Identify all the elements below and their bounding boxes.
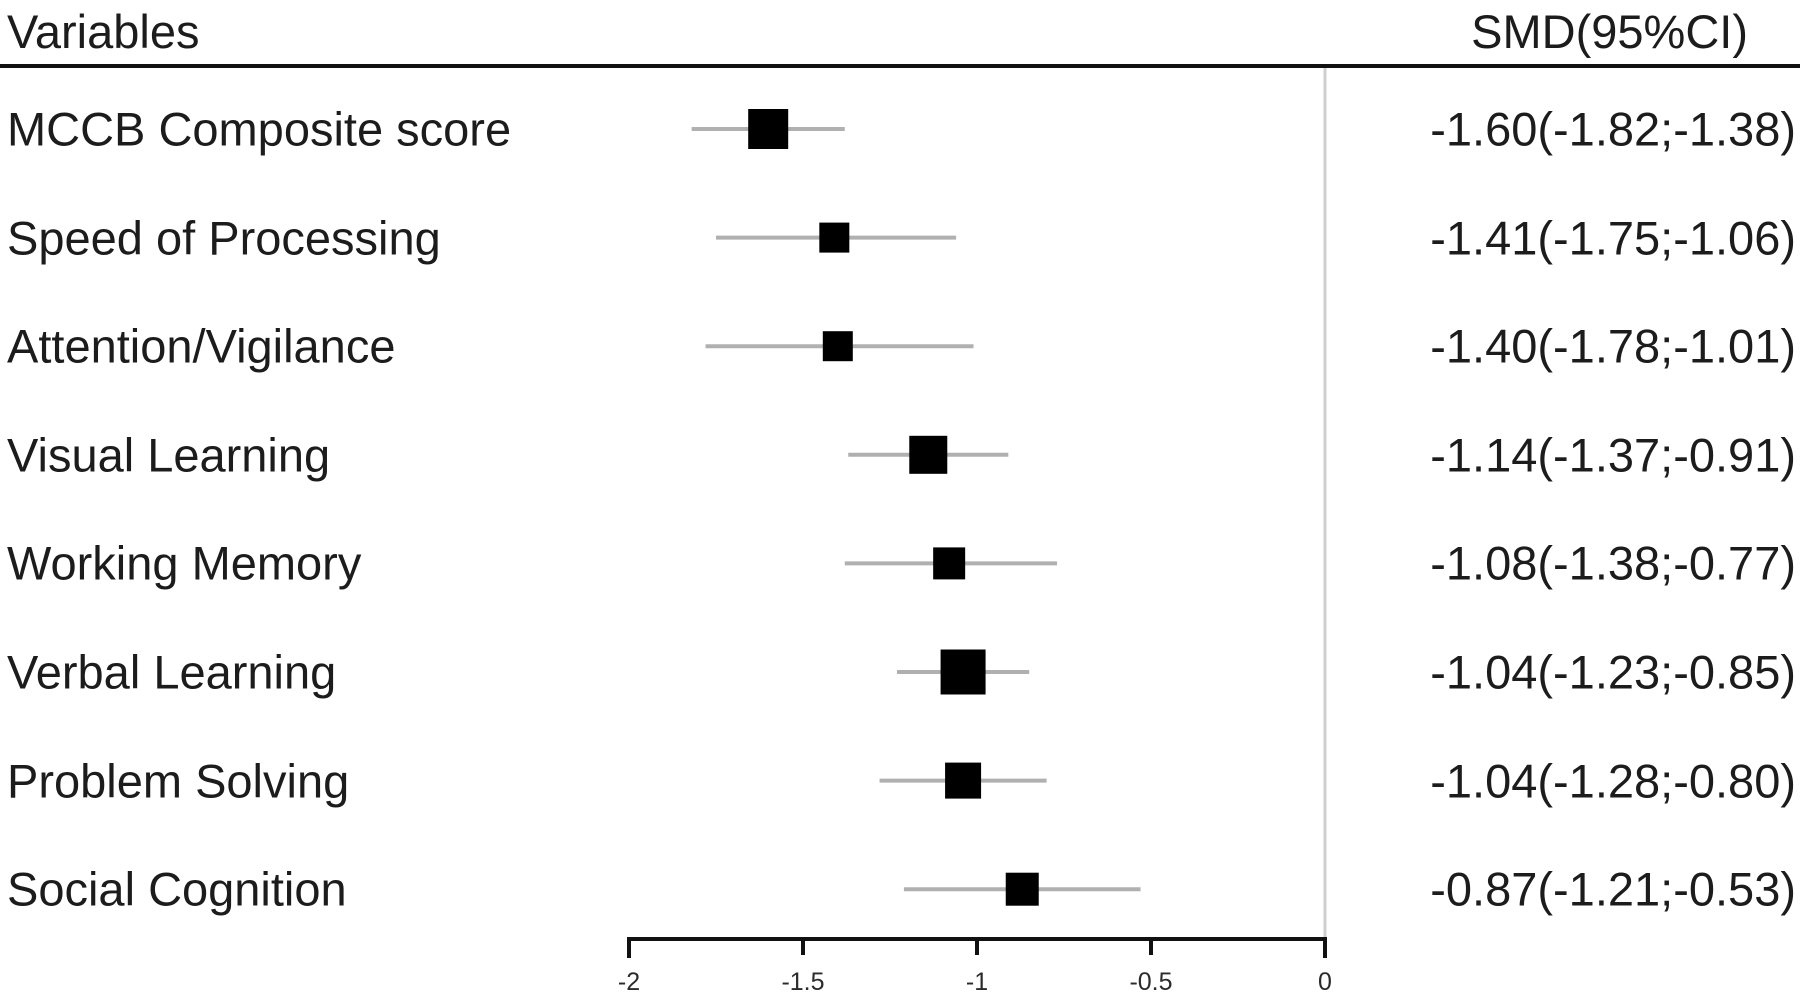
smd-square-marker bbox=[945, 762, 982, 799]
smd-ci-value: -1.14(-1.37;-0.91) bbox=[1430, 428, 1796, 482]
smd-ci-value: -1.04(-1.28;-0.80) bbox=[1430, 754, 1796, 808]
smd-square-marker bbox=[819, 222, 850, 253]
variable-row-label: MCCB Composite score bbox=[7, 102, 512, 156]
x-axis-tick-label: 0 bbox=[1318, 968, 1332, 996]
variable-row-label: Speed of Processing bbox=[7, 211, 441, 265]
smd-ci-value: -1.40(-1.78;-1.01) bbox=[1430, 319, 1796, 373]
smd-square-marker bbox=[822, 331, 853, 362]
smd-square-marker bbox=[748, 109, 789, 149]
smd-ci-value: -1.04(-1.23;-0.85) bbox=[1430, 645, 1796, 699]
smd-ci-value: -1.60(-1.82;-1.38) bbox=[1430, 102, 1796, 156]
smd-square-marker bbox=[940, 649, 986, 695]
variable-row-label: Social Cognition bbox=[7, 862, 347, 916]
column-header-smd-ci: SMD(95%CI) bbox=[1471, 5, 1748, 58]
variable-row-label: Attention/Vigilance bbox=[7, 319, 396, 373]
smd-square-marker bbox=[933, 547, 966, 580]
smd-ci-value: -0.87(-1.21;-0.53) bbox=[1430, 862, 1796, 916]
variable-row-label: Working Memory bbox=[7, 536, 362, 590]
x-axis-tick-label: -0.5 bbox=[1129, 968, 1172, 996]
variable-row-label: Verbal Learning bbox=[7, 645, 337, 699]
smd-ci-value: -1.41(-1.75;-1.06) bbox=[1430, 211, 1796, 265]
smd-ci-value: -1.08(-1.38;-0.77) bbox=[1430, 536, 1796, 590]
variable-row-label: Problem Solving bbox=[7, 754, 350, 808]
x-axis-tick-label: -1.5 bbox=[781, 968, 824, 996]
x-axis-tick-label: -2 bbox=[618, 968, 640, 996]
variable-row-label: Visual Learning bbox=[7, 428, 331, 482]
header-divider-rule bbox=[0, 64, 1800, 68]
smd-square-marker bbox=[909, 435, 948, 474]
smd-square-marker bbox=[1005, 872, 1039, 906]
column-header-variables: Variables bbox=[7, 5, 200, 58]
x-axis-tick-label: -1 bbox=[966, 968, 988, 996]
